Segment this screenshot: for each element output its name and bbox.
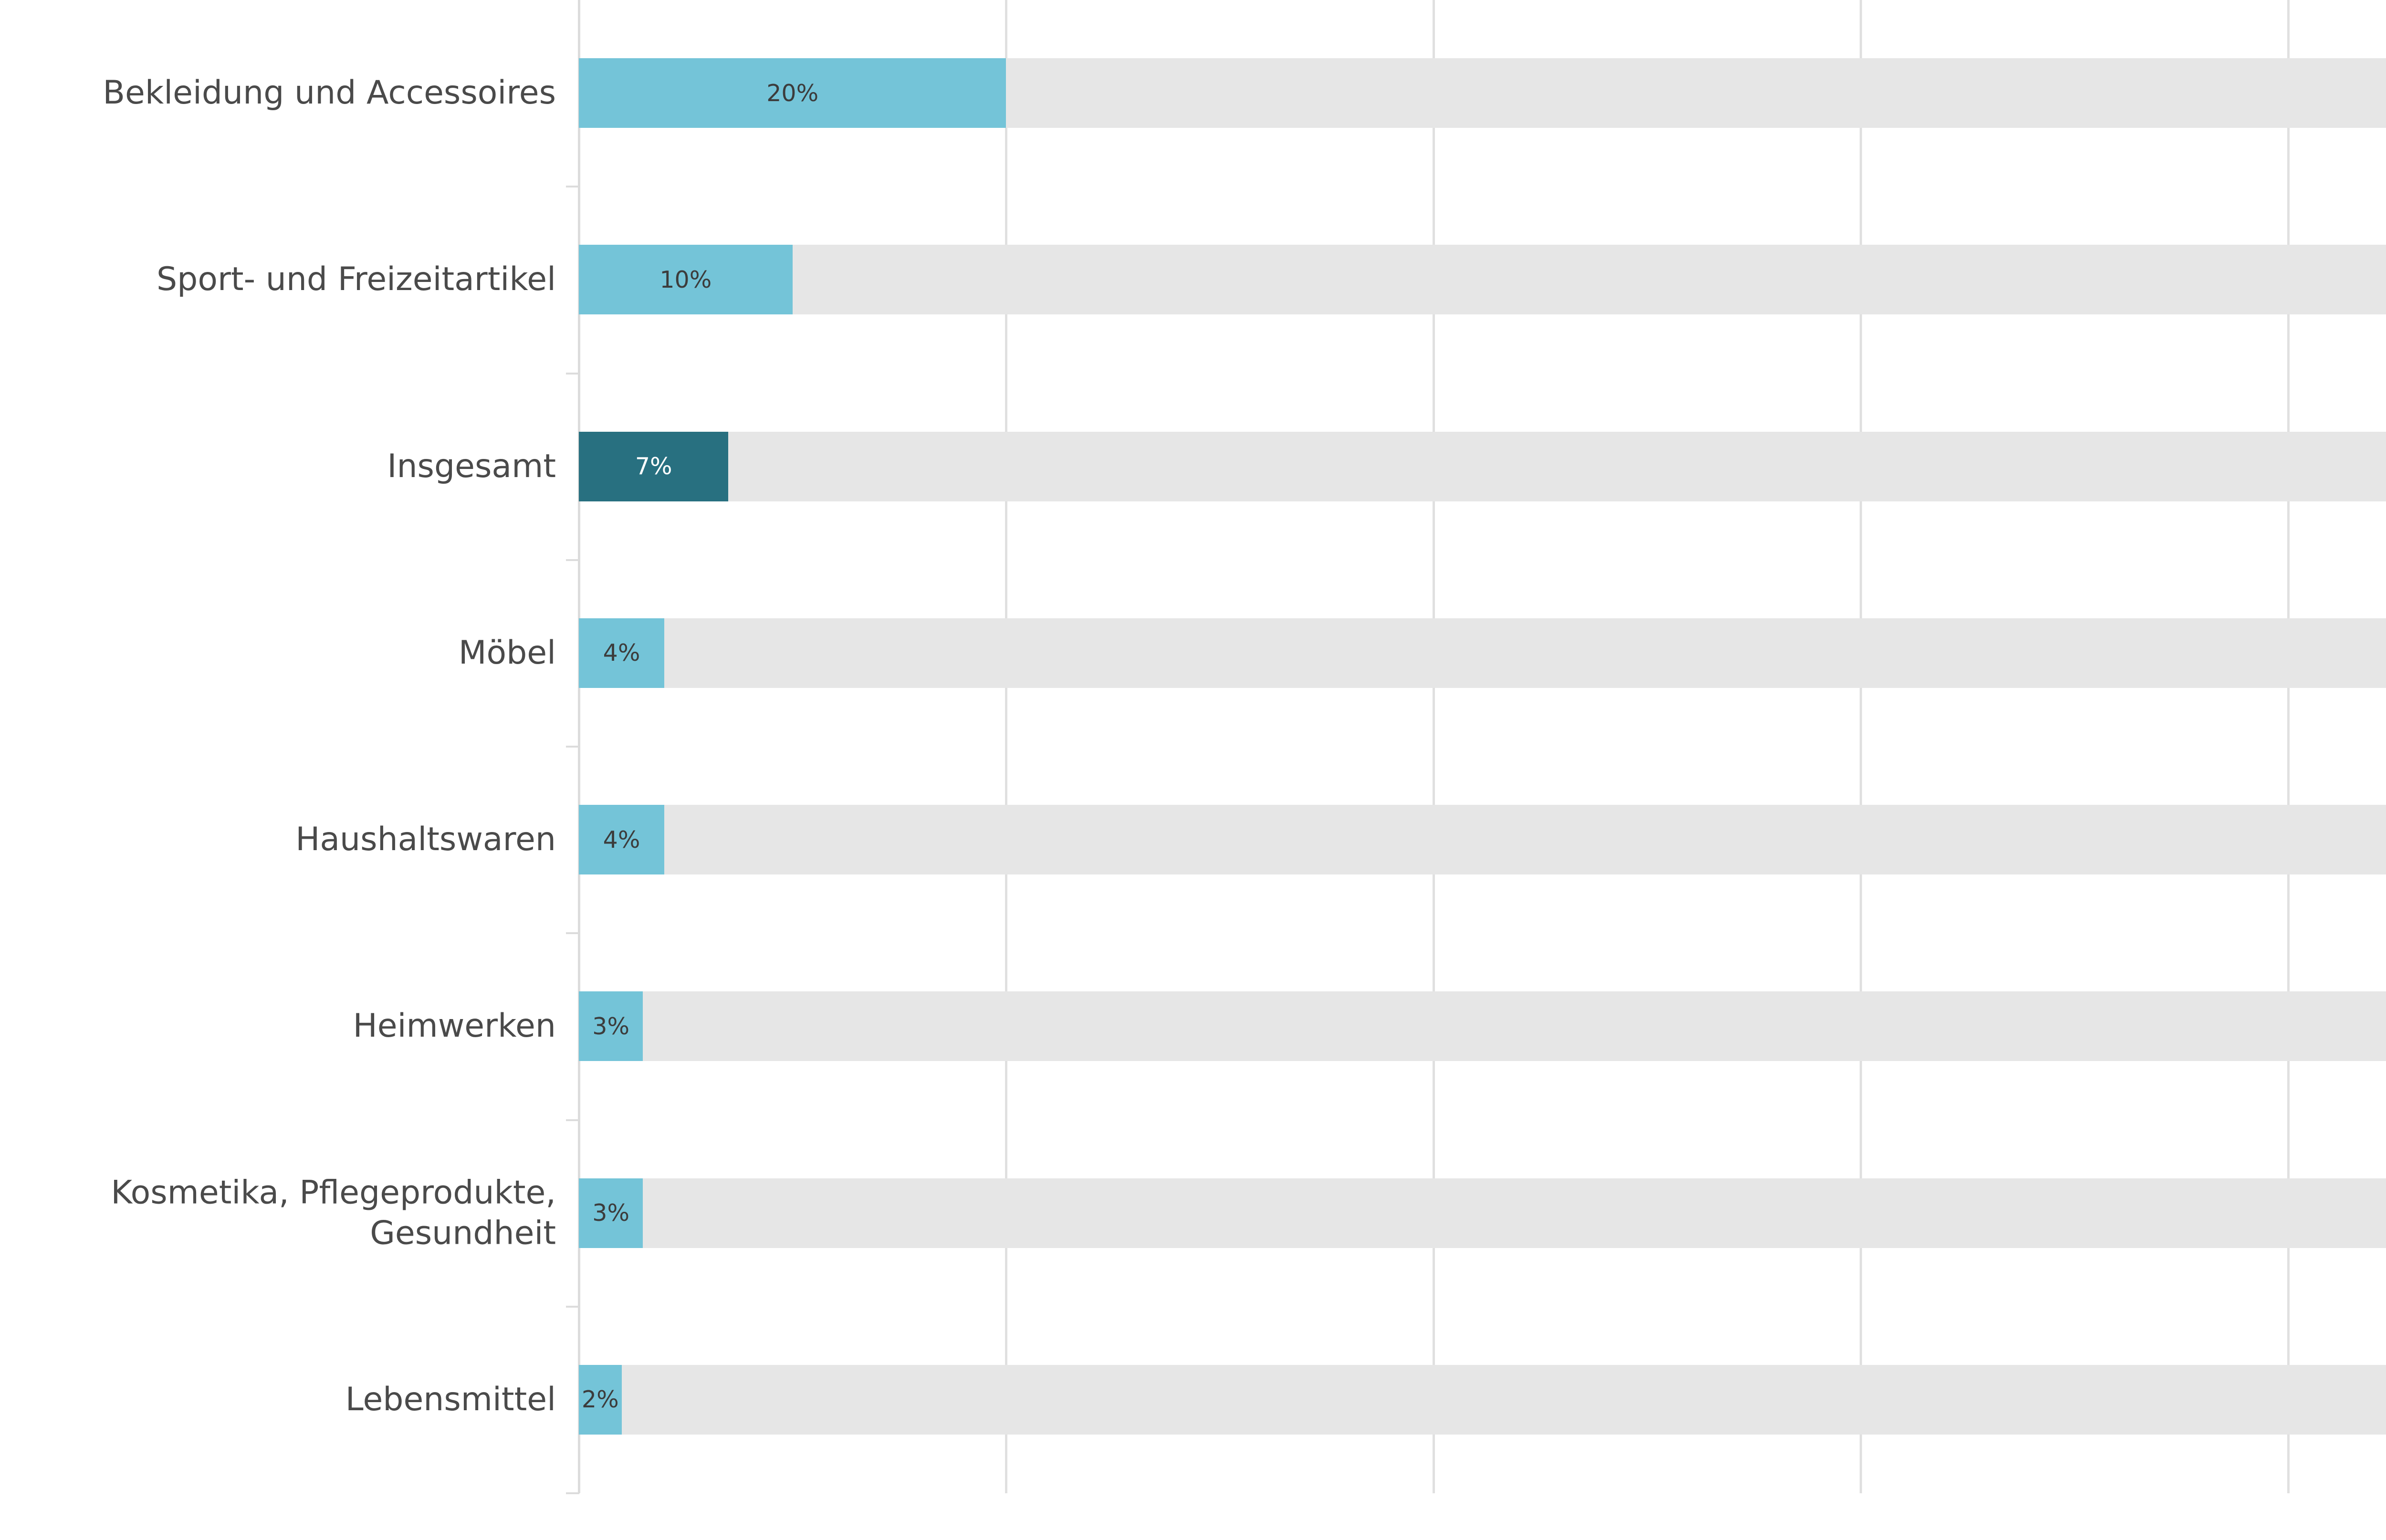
value-label: 10% [659,266,712,293]
category-label: Lebensmittel [345,1380,556,1418]
chart-rows: Bekleidung und Accessoires 20% Sport- un… [0,0,2386,1493]
category-label: Sport- und Freizeitartikel [157,260,556,299]
bar-fill: 3% [579,991,643,1061]
category-label: Möbel [458,634,556,672]
axis-tick [566,932,579,935]
axis-tick [566,186,579,188]
axis-tick [566,746,579,748]
bar-fill: 2% [579,1364,622,1435]
bar-track: 20% [579,58,2386,128]
bar-fill: 7% [579,431,729,501]
bar-fill: 4% [579,805,665,874]
value-label: 7% [635,453,672,480]
category-row: Insgesamt 7% [0,374,2386,560]
bar-fill: 20% [579,58,1006,128]
category-label: Kosmetika, Pflegeprodukte, Gesundheit [111,1173,556,1252]
bar-track: 4% [579,618,2386,688]
value-label: 2% [581,1386,619,1414]
value-label: 4% [603,826,640,853]
category-row: Lebensmittel 2% [0,1307,2386,1493]
value-label: 3% [592,1012,630,1040]
bar-track: 7% [579,431,2386,501]
axis-tick [566,1492,579,1494]
value-label: 20% [766,79,819,107]
bar-fill: 10% [579,245,793,315]
bar-track: 3% [579,991,2386,1061]
axis-tick [566,372,579,375]
category-label: Haushaltswaren [295,821,556,859]
gridline [2287,0,2290,1493]
gridline [1005,0,1008,1493]
bar-fill: 3% [579,1178,643,1248]
category-label: Heimwerken [353,1007,556,1045]
category-row: Bekleidung und Accessoires 20% [0,0,2386,187]
category-row: Haushaltswaren 4% [0,747,2386,933]
category-row: Kosmetika, Pflegeprodukte, Gesundheit 3% [0,1120,2386,1307]
bar-track: 10% [579,245,2386,315]
gridline [1432,0,1435,1493]
axis-tick [566,1305,579,1308]
gridline [1860,0,1863,1493]
axis-tick [566,559,579,561]
bar-track: 3% [579,1178,2386,1248]
value-label: 4% [603,639,640,667]
value-label: 3% [592,1199,630,1227]
axis-tick [566,1119,579,1121]
category-row: Heimwerken 3% [0,933,2386,1120]
bar-track: 4% [579,805,2386,874]
bar-fill: 4% [579,618,665,688]
category-label: Insgesamt [387,447,556,485]
category-label: Bekleidung und Accessoires [103,74,556,112]
bar-track: 2% [579,1364,2386,1435]
category-row: Sport- und Freizeitartikel 10% [0,187,2386,373]
category-row: Möbel 4% [0,560,2386,747]
